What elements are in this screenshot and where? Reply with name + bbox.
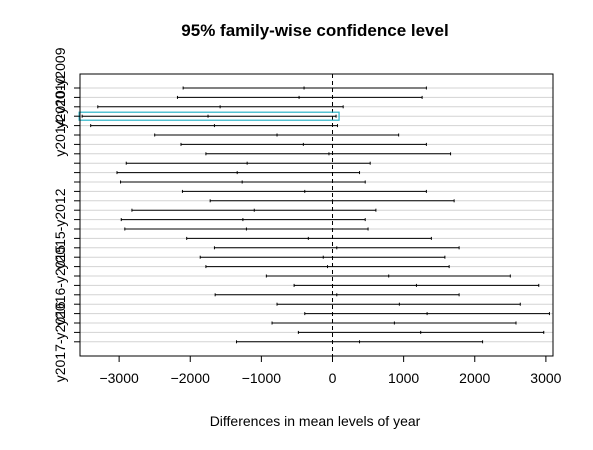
y-tick-label: y2015-y2012 (52, 188, 68, 269)
interval-2 (97, 105, 344, 109)
interval-19 (205, 265, 450, 269)
interval-10 (120, 180, 366, 184)
interval-8 (125, 161, 371, 165)
interval-12 (209, 199, 455, 203)
x-tick-label: −2000 (171, 370, 211, 386)
interval-0 (182, 86, 427, 90)
x-tick-label: 2000 (459, 370, 490, 386)
interval-25 (271, 321, 517, 325)
y-tick-label: y2017-y2016 (52, 301, 68, 382)
confidence-intervals (81, 86, 550, 344)
interval-4 (90, 124, 338, 128)
y-tick-label: y2010-y2009 (52, 47, 68, 128)
x-axis-label: Differences in mean levels of year (210, 413, 421, 429)
x-tick-label: −1000 (242, 370, 282, 386)
interval-14 (120, 218, 366, 222)
interval-27 (235, 340, 484, 344)
x-tick-label: 0 (329, 370, 337, 386)
y-tick-label: y2014-y2010 (52, 76, 68, 157)
interval-23 (276, 302, 521, 306)
interval-21 (293, 283, 540, 287)
x-tick-label: 1000 (388, 370, 419, 386)
x-tick-label: 3000 (530, 370, 561, 386)
interval-24 (304, 312, 550, 316)
interval-18 (199, 255, 446, 259)
interval-1 (176, 95, 423, 99)
interval-9 (116, 171, 361, 175)
interval-26 (297, 330, 545, 334)
interval-3 (81, 114, 337, 118)
interval-15 (124, 227, 369, 231)
interval-16 (186, 236, 432, 240)
interval-7 (205, 152, 452, 156)
interval-13 (131, 208, 377, 212)
interval-11 (181, 189, 427, 193)
interval-22 (214, 293, 460, 297)
plot-frame (79, 73, 554, 357)
interval-6 (180, 142, 427, 146)
y-tick-label: y2016-y2015 (52, 245, 68, 326)
interval-17 (213, 246, 460, 250)
x-axis: −3000 −2000 −1000 0 1000 2000 3000 (99, 355, 562, 386)
chart-title: 95% family-wise confidence level (181, 21, 448, 40)
interval-5 (154, 133, 400, 137)
interval-20 (265, 274, 511, 278)
x-tick-label: −3000 (99, 370, 139, 386)
